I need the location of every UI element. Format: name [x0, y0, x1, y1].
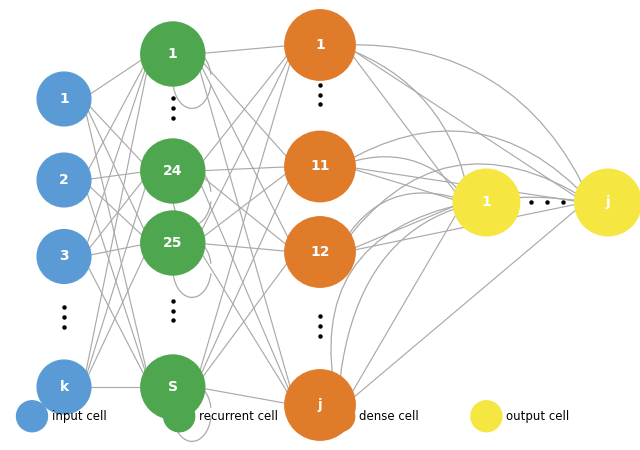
FancyArrowPatch shape [340, 46, 469, 200]
Ellipse shape [285, 370, 355, 440]
Text: 25: 25 [163, 236, 182, 250]
Text: k: k [60, 380, 68, 394]
FancyArrowPatch shape [338, 197, 589, 402]
Ellipse shape [285, 131, 355, 202]
Text: j: j [317, 398, 323, 412]
Ellipse shape [17, 401, 47, 432]
Text: j: j [605, 195, 611, 210]
Ellipse shape [141, 355, 205, 419]
Ellipse shape [37, 153, 91, 207]
Ellipse shape [324, 401, 355, 432]
Text: 1: 1 [168, 47, 178, 61]
Text: 1: 1 [315, 38, 325, 52]
Text: input cell: input cell [52, 410, 106, 423]
Text: 1: 1 [59, 92, 69, 106]
Ellipse shape [37, 72, 91, 126]
Ellipse shape [37, 230, 91, 284]
Text: 3: 3 [59, 249, 69, 264]
Text: S: S [168, 380, 178, 394]
Ellipse shape [164, 401, 195, 432]
Ellipse shape [453, 169, 520, 236]
Text: 1: 1 [481, 195, 492, 210]
Ellipse shape [37, 360, 91, 414]
Ellipse shape [471, 401, 502, 432]
FancyArrowPatch shape [331, 203, 467, 402]
Text: output cell: output cell [506, 410, 570, 423]
Text: 24: 24 [163, 164, 182, 178]
FancyArrowPatch shape [339, 193, 467, 250]
Ellipse shape [141, 22, 205, 86]
FancyArrowPatch shape [340, 157, 468, 200]
Text: 11: 11 [310, 159, 330, 174]
Text: dense cell: dense cell [359, 410, 419, 423]
Ellipse shape [141, 211, 205, 275]
Ellipse shape [575, 169, 640, 236]
Text: 12: 12 [310, 245, 330, 259]
FancyArrowPatch shape [340, 131, 589, 200]
Text: 2: 2 [59, 173, 69, 187]
Ellipse shape [141, 139, 205, 203]
Ellipse shape [285, 217, 355, 287]
FancyArrowPatch shape [339, 164, 589, 250]
Text: recurrent cell: recurrent cell [199, 410, 278, 423]
FancyArrowPatch shape [340, 45, 590, 200]
Ellipse shape [285, 10, 355, 80]
